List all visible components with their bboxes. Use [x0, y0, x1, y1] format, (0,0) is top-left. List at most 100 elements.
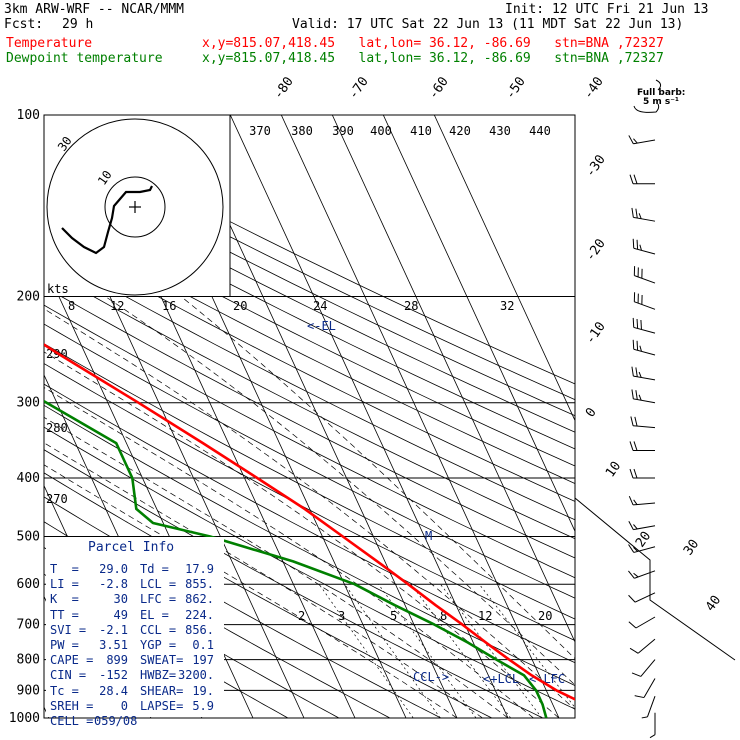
- parcel-info-cell: CCL =: [140, 622, 177, 637]
- theta-label-430: 430: [489, 124, 511, 138]
- parcel-info-cell: 28.4: [99, 683, 128, 698]
- parcel-info-cell: YGP =: [140, 638, 177, 652]
- pressure-label-400: 400: [17, 471, 40, 486]
- parcel-info-cell: 29.0: [99, 562, 128, 576]
- wind-barb: [633, 266, 656, 284]
- temp-tick-30: 30: [681, 537, 702, 558]
- hodograph: [44, 115, 231, 296]
- wind-barb: [629, 638, 656, 654]
- pressure-label-600: 600: [17, 577, 40, 592]
- wind-barbs: [628, 135, 656, 739]
- wind-barb: [628, 521, 656, 531]
- parcel-info-cell: LAPSE=: [140, 698, 184, 713]
- parcel-info-cell: CELL =: [50, 714, 94, 728]
- parcel-info-cell: 197: [192, 653, 214, 668]
- isotherm: [382, 115, 575, 533]
- parcel-info-cell: LCL =: [140, 577, 177, 592]
- hodo-ring-30: 30: [55, 134, 75, 154]
- temp-tick--20: -20: [583, 236, 609, 264]
- valid-time: Valid: 17 UTC Sat 22 Jun 13 (11 MDT Sat …: [292, 17, 684, 32]
- wind-barb: [633, 292, 656, 310]
- wind-barb: [641, 695, 656, 719]
- parcel-info-cell: 224.: [185, 607, 214, 622]
- parcel-info-cell: 855.: [185, 577, 214, 592]
- model-title: 3km ARW-WRF -- NCAR/MMM: [4, 2, 185, 17]
- parcel-info-cell: TT =: [50, 607, 79, 622]
- dry-adiabat: [44, 200, 575, 467]
- mixing-ratio-label-20: 20: [538, 609, 552, 623]
- mixing-ratio-line: [478, 584, 575, 709]
- hodo-speed-28: 28: [404, 299, 418, 313]
- parcel-info-cell: LFC =: [140, 592, 177, 607]
- theta-label-410: 410: [410, 124, 432, 138]
- parcel-info-cell: 059/08: [94, 714, 138, 728]
- barb-key-line1: Full barb:: [637, 88, 685, 98]
- wind-barb: [634, 678, 656, 699]
- theta-label-380: 380: [291, 124, 313, 138]
- temp-tick--30: -30: [583, 152, 609, 180]
- dry-adiabat: [44, 123, 575, 385]
- wind-barb: [628, 616, 656, 629]
- theta-alt-label-270: 270: [46, 492, 68, 506]
- wind-barb: [628, 570, 656, 579]
- dry-adiabat: [44, 449, 544, 718]
- temp-tick--50: -50: [503, 74, 529, 102]
- mixing-ratio-label-5: 5: [390, 609, 397, 623]
- parcel-info-cell: 899: [106, 653, 128, 668]
- theta-label-420: 420: [449, 124, 471, 138]
- parcel-info-cell: T =: [50, 562, 79, 576]
- moist-adiabat: [180, 296, 575, 660]
- dry-adiabat: [44, 168, 575, 433]
- parcel-info-cell: K =: [50, 592, 79, 607]
- wind-barb: [629, 468, 655, 479]
- wind-barb: [628, 544, 656, 553]
- dewpoint-line: [44, 399, 548, 718]
- parcel-info-cell: SREH =: [50, 698, 94, 713]
- parcel-info-cell: Td =: [140, 562, 169, 576]
- lfc-annotation: <-LFC: [529, 672, 565, 686]
- wind-barb: [628, 135, 656, 145]
- parcel-info-cell: 49: [113, 607, 128, 622]
- parcel-info-cell: CIN =: [50, 668, 87, 683]
- dry-adiabat: [44, 343, 575, 620]
- temp-tick--70: -70: [346, 74, 372, 102]
- el-annotation: <-EL: [307, 319, 336, 333]
- barb-key-line2: 5 m s⁻¹: [643, 97, 679, 107]
- theta-label-390: 390: [332, 124, 354, 138]
- hodograph-trace: [61, 185, 153, 255]
- isotherm: [229, 115, 509, 718]
- parcel-info-cell: 0: [120, 698, 128, 713]
- hodo-speed-20: 20: [233, 299, 247, 313]
- parcel-info-cell: -152: [99, 668, 128, 683]
- wind-barb: [631, 389, 656, 404]
- theta-label-370: 370: [249, 124, 271, 138]
- mixing-ratio-line: [318, 584, 414, 718]
- temp-tick-20: 20: [633, 529, 654, 550]
- mixing-ratio-label-8: 8: [440, 609, 447, 623]
- hodo-speed-32: 32: [500, 299, 514, 313]
- temperature-line: [44, 343, 575, 701]
- temp-tick--80: -80: [271, 74, 297, 102]
- wind-barb: [649, 712, 656, 739]
- hodo-ring-10: 10: [95, 168, 115, 188]
- parcel-info-cell: SWEAT=: [140, 653, 184, 668]
- dry-adiabat: [44, 363, 575, 642]
- dry-adiabat: [44, 233, 575, 502]
- parcel-info-cell: LI =: [50, 577, 79, 592]
- parcel-info-box: [46, 537, 224, 717]
- moist-adiabat: [105, 296, 575, 686]
- barb-key: Full barb: 5 m s⁻¹: [633, 79, 685, 113]
- location-dewpoint: x,y=815.07,418.45 lat,lon= 36.12, -86.69…: [202, 51, 664, 66]
- wind-barb: [631, 207, 656, 222]
- profiles: [44, 343, 575, 718]
- pressure-label-300: 300: [17, 396, 40, 411]
- dry-adiabat: [44, 323, 575, 599]
- dry-adiabat: [44, 404, 575, 686]
- dry-adiabat: [44, 138, 575, 401]
- temp-tick--40: -40: [581, 74, 607, 102]
- wind-barb: [632, 238, 656, 255]
- pressure-label-800: 800: [17, 653, 40, 668]
- wind-barb: [632, 339, 656, 356]
- mixing-ratio-label-12: 12: [478, 609, 492, 623]
